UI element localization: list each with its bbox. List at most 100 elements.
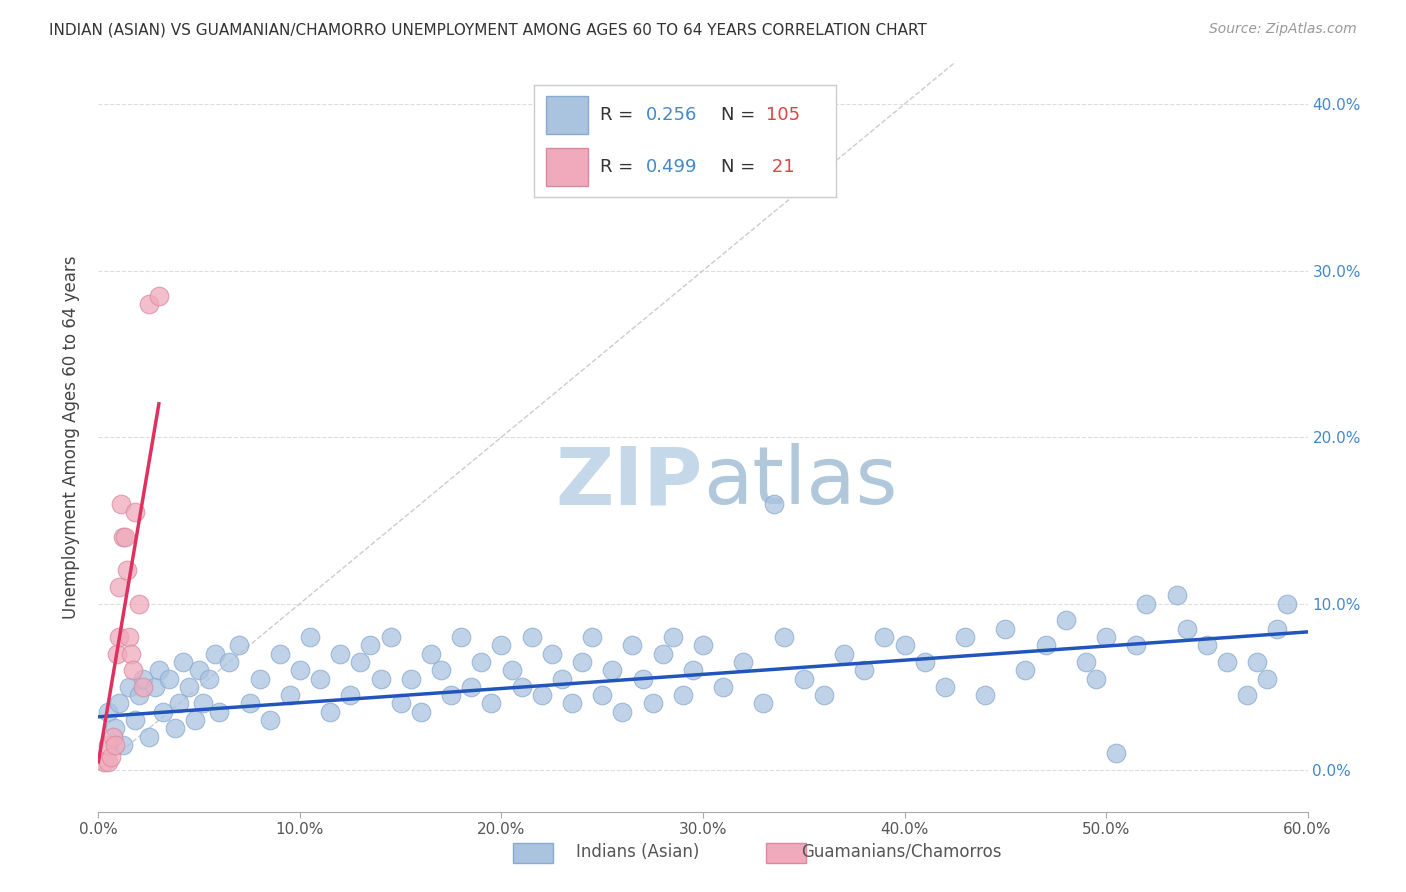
- Point: [1175, 622, 1198, 636]
- Point: [520, 630, 543, 644]
- Point: [510, 680, 533, 694]
- Point: [259, 713, 281, 727]
- Point: [399, 672, 422, 686]
- Text: Source: ZipAtlas.com: Source: ZipAtlas.com: [1209, 22, 1357, 37]
- Point: [1085, 672, 1108, 686]
- Point: [97, 755, 120, 769]
- Point: [105, 647, 128, 661]
- Point: [107, 630, 129, 644]
- Point: [450, 630, 472, 644]
- Point: [631, 672, 654, 686]
- Point: [193, 697, 215, 711]
- Point: [491, 638, 513, 652]
- Point: [349, 655, 371, 669]
- Point: [752, 697, 775, 711]
- Point: [148, 663, 170, 677]
- Point: [380, 630, 402, 644]
- Point: [934, 680, 956, 694]
- Text: ZIP: ZIP: [555, 443, 703, 521]
- Point: [249, 672, 271, 686]
- Point: [733, 655, 755, 669]
- Point: [188, 663, 211, 677]
- Point: [370, 672, 392, 686]
- Point: [1054, 613, 1077, 627]
- Point: [329, 647, 352, 661]
- Point: [602, 663, 624, 677]
- Point: [111, 738, 134, 752]
- Point: [218, 655, 240, 669]
- Point: [143, 680, 166, 694]
- Point: [974, 688, 997, 702]
- Y-axis label: Unemployment Among Ages 60 to 64 years: Unemployment Among Ages 60 to 64 years: [62, 255, 80, 619]
- Point: [914, 655, 936, 669]
- Point: [711, 680, 734, 694]
- Point: [132, 680, 155, 694]
- Point: [360, 638, 382, 652]
- Point: [138, 297, 160, 311]
- Point: [309, 672, 332, 686]
- Point: [1014, 663, 1036, 677]
- Point: [540, 647, 562, 661]
- Point: [111, 530, 134, 544]
- Point: [1035, 638, 1057, 652]
- Point: [661, 630, 683, 644]
- Point: [103, 722, 125, 736]
- Point: [1125, 638, 1147, 652]
- Point: [853, 663, 876, 677]
- Point: [269, 647, 291, 661]
- Point: [299, 630, 322, 644]
- Point: [101, 730, 124, 744]
- Text: Guamanians/Chamorros: Guamanians/Chamorros: [801, 843, 1002, 861]
- Point: [581, 630, 603, 644]
- Point: [1236, 688, 1258, 702]
- Point: [1166, 588, 1188, 602]
- Point: [339, 688, 361, 702]
- Point: [551, 672, 574, 686]
- Point: [110, 497, 132, 511]
- Point: [430, 663, 453, 677]
- Point: [832, 647, 855, 661]
- Point: [530, 688, 553, 702]
- Point: [1074, 655, 1097, 669]
- Point: [621, 638, 644, 652]
- Point: [100, 749, 122, 764]
- Point: [953, 630, 976, 644]
- Point: [115, 563, 138, 577]
- Point: [148, 288, 170, 302]
- Point: [772, 630, 794, 644]
- Point: [288, 663, 311, 677]
- Point: [389, 697, 412, 711]
- Point: [319, 705, 342, 719]
- Point: [641, 697, 664, 711]
- Point: [208, 705, 231, 719]
- Point: [163, 722, 186, 736]
- Point: [179, 680, 201, 694]
- Point: [97, 738, 120, 752]
- Point: [121, 663, 143, 677]
- Point: [239, 697, 262, 711]
- Point: [204, 647, 226, 661]
- Point: [184, 713, 207, 727]
- Point: [97, 705, 120, 719]
- Point: [198, 672, 221, 686]
- Point: [1267, 622, 1289, 636]
- Point: [460, 680, 482, 694]
- Point: [682, 663, 704, 677]
- Point: [107, 580, 129, 594]
- Point: [762, 497, 785, 511]
- Point: [1277, 597, 1299, 611]
- Point: [1135, 597, 1157, 611]
- Point: [612, 705, 634, 719]
- Point: [107, 697, 129, 711]
- Point: [1105, 747, 1128, 761]
- Point: [873, 630, 896, 644]
- Point: [591, 688, 613, 702]
- Point: [420, 647, 443, 661]
- Point: [501, 663, 523, 677]
- Point: [692, 638, 714, 652]
- Point: [651, 647, 673, 661]
- Point: [118, 680, 141, 694]
- Point: [120, 647, 142, 661]
- Point: [793, 672, 815, 686]
- Point: [994, 622, 1017, 636]
